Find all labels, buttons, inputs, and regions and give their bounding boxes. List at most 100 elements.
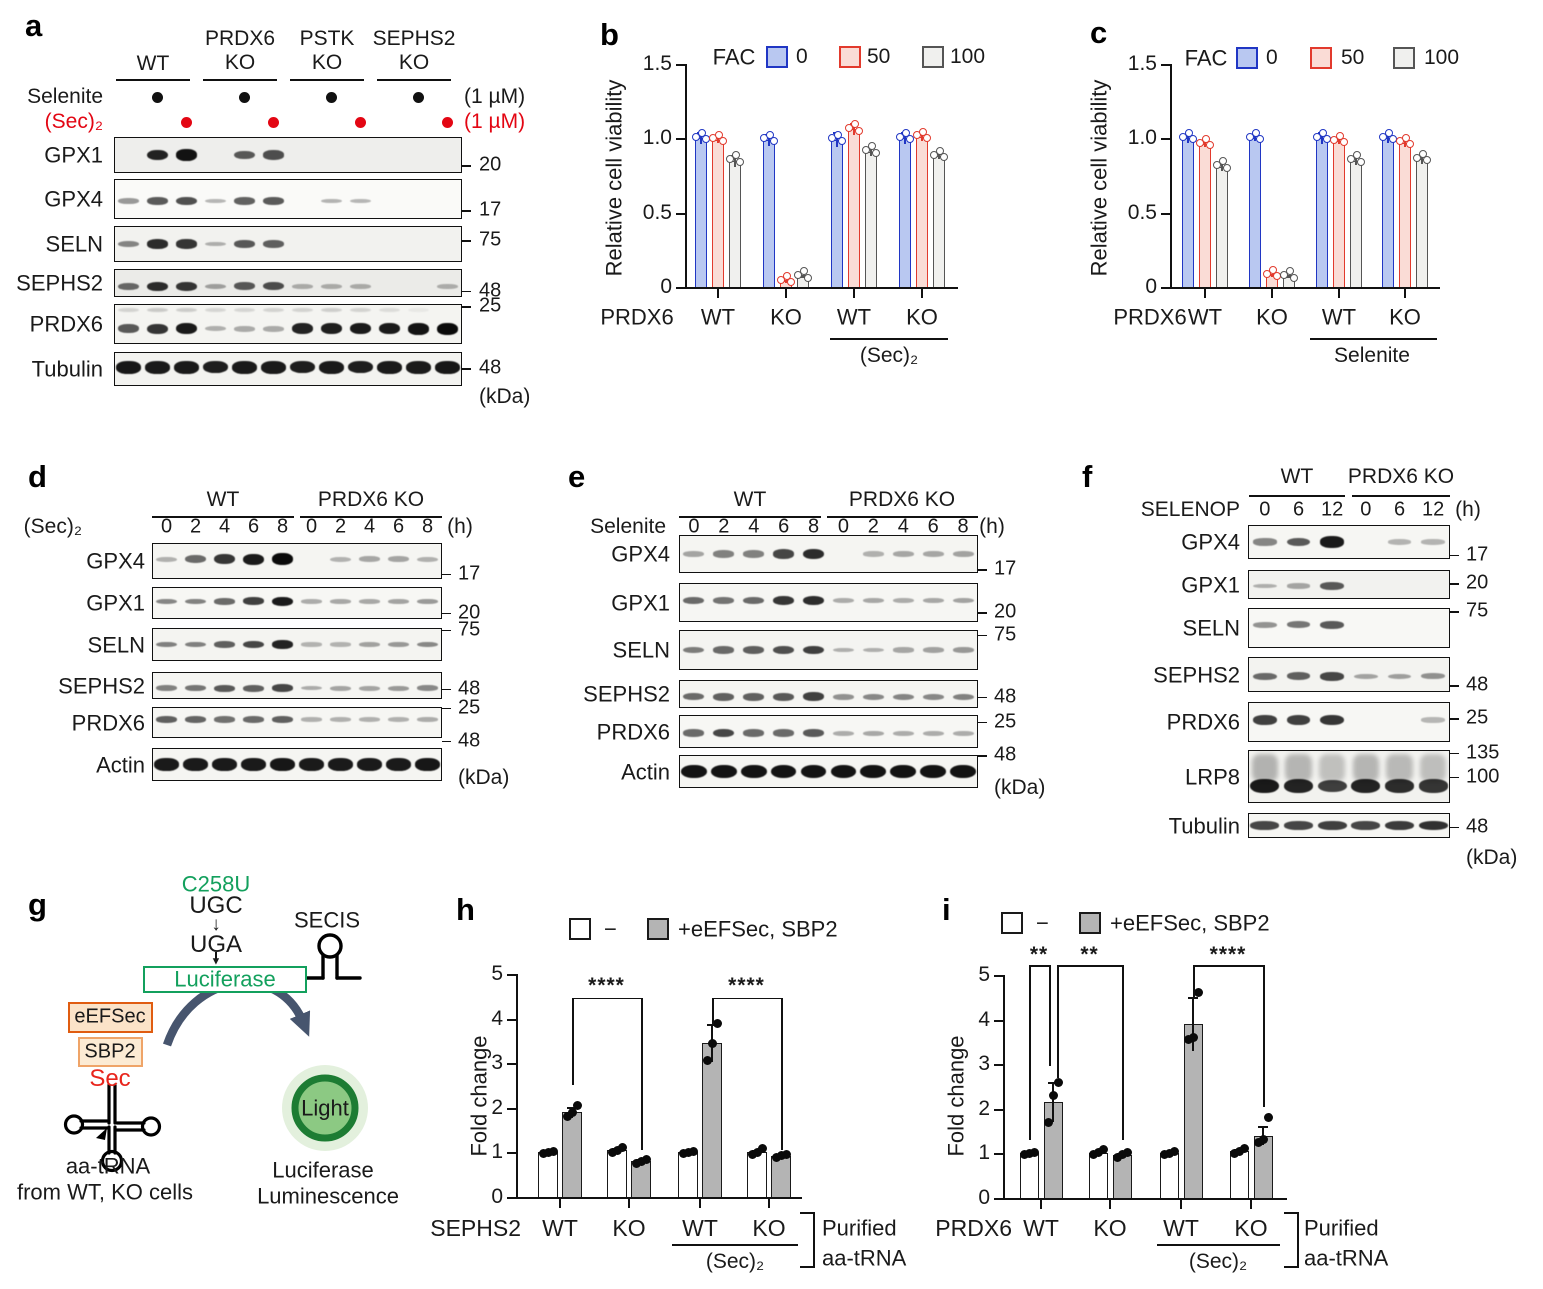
blot-band: [743, 646, 765, 654]
treatment-label: (Sec)₂: [23, 514, 82, 538]
legend-swatch: [1001, 912, 1023, 934]
legend-title: FAC: [712, 44, 756, 70]
blot-band: [832, 647, 854, 653]
blot-band: [388, 556, 409, 563]
blot-band: [803, 595, 824, 606]
sec-label: Sec: [89, 1065, 131, 1093]
kda-label: 20: [479, 153, 502, 176]
kda-label: 75: [994, 623, 1017, 646]
blot-box: [152, 707, 442, 738]
error-bar: [1254, 135, 1256, 142]
kda-tick: [1450, 718, 1459, 720]
data-point: [1169, 1147, 1179, 1157]
kda-tick: [1450, 554, 1459, 557]
y-axis: [1170, 63, 1172, 289]
blot-band: [743, 550, 765, 558]
y-tick-label: 5: [978, 962, 990, 986]
bar: [1350, 160, 1362, 287]
blot-band-upper: [234, 307, 255, 313]
legend-label: 100: [1424, 45, 1460, 69]
blot-band: [803, 548, 824, 560]
blot-band: [1418, 779, 1448, 793]
blot-box: [1248, 570, 1450, 599]
y-tick-label: 1: [491, 1140, 503, 1164]
x-tick: [628, 1199, 630, 1208]
error-bar: [1187, 133, 1189, 143]
data-point: [753, 1147, 762, 1157]
blot-box: [1248, 813, 1450, 838]
lane-time-label: 12: [1422, 498, 1445, 521]
secis-stemloop-icon: [317, 933, 343, 959]
blot-target-label: GPX1: [86, 590, 145, 616]
data-point: [714, 130, 723, 139]
blot-band: [417, 685, 438, 691]
kda-label: 25: [479, 294, 502, 317]
blot-band-upper: [379, 307, 400, 313]
lane-time-label: 4: [218, 515, 231, 538]
blot-band: [359, 717, 380, 722]
blot-box: [114, 226, 462, 262]
y-tick: [1161, 212, 1170, 215]
blot-band: [263, 326, 284, 332]
legend-label: 50: [867, 44, 891, 68]
panel-letter: f: [1082, 459, 1093, 495]
blot-box: [1248, 702, 1450, 742]
legend-swatch: [647, 918, 669, 940]
lane-time-label: 4: [897, 515, 909, 538]
blot-band: [892, 598, 914, 604]
blot-target-label: Actin: [96, 751, 145, 777]
data-point: [935, 146, 944, 155]
data-point: [770, 136, 778, 145]
sig-bracket-line: [712, 997, 714, 1026]
blot-band: [156, 556, 177, 562]
data-point: [1246, 132, 1254, 141]
blot-band: [683, 596, 705, 605]
x-group-label: KO: [1234, 1214, 1268, 1241]
reporter-label: Luciferase: [174, 966, 276, 992]
kda-tick: [442, 688, 451, 691]
blot-band: [261, 361, 286, 374]
group-overline: [300, 516, 442, 518]
lane-time-label: 8: [276, 515, 289, 538]
blot-band: [1320, 714, 1344, 726]
bar: [1416, 159, 1428, 287]
kda-label: 75: [479, 228, 502, 251]
blot-box: [114, 304, 462, 344]
data-point: [765, 130, 774, 139]
blot-band: [272, 716, 293, 723]
kda-label: 48: [1466, 673, 1489, 696]
blot-band: [920, 764, 946, 779]
y-axis-title: Fold change: [943, 1035, 969, 1157]
group-underline: [672, 1244, 798, 1246]
blot-band: [292, 283, 313, 289]
blot-band: [800, 764, 827, 779]
output-label: Luminescence: [257, 1183, 399, 1209]
blot-band: [263, 197, 284, 205]
bar: [1019, 1153, 1039, 1198]
kda-tick: [1450, 685, 1459, 687]
x-group-label: WT: [1321, 304, 1357, 330]
blot-band: [1253, 672, 1277, 680]
panel-letter: a: [25, 8, 43, 44]
bar: [1199, 144, 1211, 287]
data-point: [697, 129, 706, 138]
x-group-label: KO: [612, 1214, 646, 1241]
eefsec-box: [68, 1002, 153, 1033]
blot-band: [713, 692, 735, 701]
blot-band: [243, 716, 264, 723]
blot-band: [890, 764, 917, 779]
legend-label: 100: [950, 44, 986, 68]
sig-bracket-line: [1049, 965, 1051, 1067]
blot-group-label: SEPHS2 KO: [372, 26, 456, 74]
bar: [607, 1150, 627, 1197]
bar: [771, 1155, 791, 1197]
blot-band: [185, 555, 206, 564]
data-point: [1379, 132, 1387, 141]
y-axis-title: Fold change: [466, 1035, 492, 1157]
x-tick: [1204, 289, 1206, 298]
treatment-dot: [413, 91, 424, 103]
kda-tick: [1450, 611, 1459, 613]
output-label: Luciferase: [272, 1157, 374, 1183]
data-point: [845, 123, 853, 132]
y-tick: [507, 974, 516, 976]
